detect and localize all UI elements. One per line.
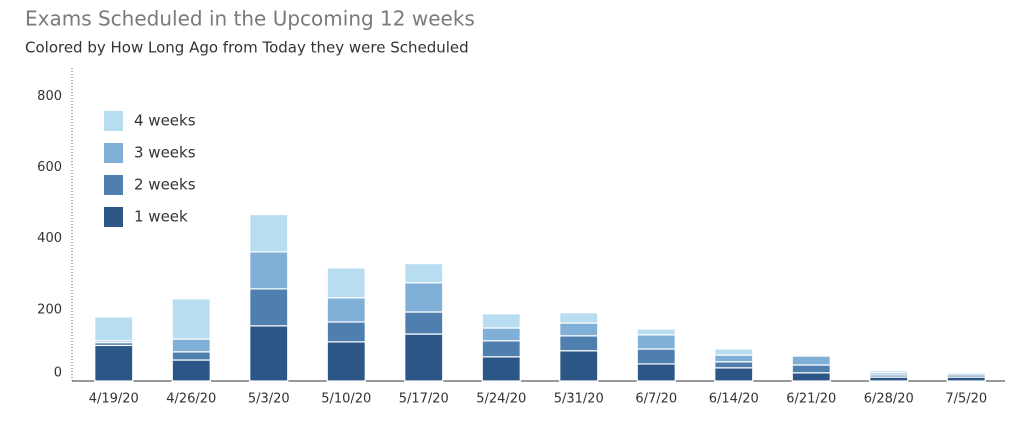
bar-segment bbox=[636, 348, 676, 365]
x-tick-label: 6/14/20 bbox=[709, 392, 759, 407]
x-tick-label: 6/28/20 bbox=[864, 392, 914, 407]
x-tick-label: 7/5/20 bbox=[945, 392, 987, 407]
bar-segment bbox=[326, 341, 366, 382]
bar-segment bbox=[559, 322, 599, 337]
bar-segment bbox=[326, 321, 366, 343]
legend-label: 4 weeks bbox=[134, 112, 196, 130]
bar-segment bbox=[94, 316, 134, 342]
x-tick-label: 5/10/20 bbox=[321, 392, 371, 407]
bar-segment bbox=[404, 333, 444, 382]
bar-segment bbox=[714, 348, 754, 356]
bar-segment bbox=[481, 327, 521, 342]
bar-segment bbox=[326, 267, 366, 299]
bar-segment bbox=[171, 351, 211, 361]
legend-label: 2 weeks bbox=[134, 176, 196, 194]
y-tick-label: 200 bbox=[37, 302, 62, 317]
bar-segment bbox=[714, 354, 754, 363]
x-tick-label: 4/19/20 bbox=[89, 392, 139, 407]
bar-segment bbox=[636, 334, 676, 350]
bar-segment bbox=[791, 355, 831, 366]
bar-segment bbox=[171, 359, 211, 382]
x-tick-label: 5/3/20 bbox=[248, 392, 290, 407]
bar-segment bbox=[404, 282, 444, 313]
bar-segment bbox=[481, 313, 521, 329]
x-tick-label: 6/7/20 bbox=[635, 392, 677, 407]
bar-segment bbox=[714, 367, 754, 382]
bar-segment bbox=[94, 344, 134, 382]
bar-segment bbox=[791, 372, 831, 382]
bar-segment bbox=[559, 312, 599, 324]
bar-segment bbox=[636, 363, 676, 382]
bar-segment bbox=[326, 297, 366, 323]
chart-title: Exams Scheduled in the Upcoming 12 weeks bbox=[25, 7, 475, 31]
bar-segment bbox=[404, 311, 444, 335]
bar-segment bbox=[636, 328, 676, 336]
bar-segment bbox=[249, 251, 289, 290]
x-tick-label: 6/21/20 bbox=[786, 392, 836, 407]
bar-segment bbox=[171, 338, 211, 353]
bar-segment bbox=[171, 298, 211, 340]
bar-segment bbox=[869, 370, 909, 374]
y-tick-label: 0 bbox=[54, 366, 62, 381]
bar-segment bbox=[559, 350, 599, 382]
x-tick-label: 5/31/20 bbox=[554, 392, 604, 407]
y-tick-label: 400 bbox=[37, 231, 62, 246]
chart-subtitle: Colored by How Long Ago from Today they … bbox=[25, 39, 469, 57]
bar-segment bbox=[559, 335, 599, 352]
x-tick-label: 5/17/20 bbox=[399, 392, 449, 407]
bar-segment bbox=[249, 288, 289, 327]
bar-segment bbox=[714, 361, 754, 369]
legend-swatch bbox=[104, 143, 123, 163]
bar-segment bbox=[481, 340, 521, 358]
y-tick-label: 600 bbox=[37, 160, 62, 175]
bar-segment bbox=[791, 364, 831, 374]
bar-segment bbox=[249, 325, 289, 382]
bar-segment bbox=[249, 213, 289, 253]
legend-swatch bbox=[104, 207, 123, 227]
legend-label: 3 weeks bbox=[134, 144, 196, 162]
legend-label: 1 week bbox=[134, 208, 188, 226]
legend-swatch bbox=[104, 111, 123, 131]
bar-segment bbox=[946, 371, 986, 374]
y-tick-label: 800 bbox=[37, 89, 62, 104]
x-tick-label: 4/26/20 bbox=[166, 392, 216, 407]
legend-swatch bbox=[104, 175, 123, 195]
x-tick-label: 5/24/20 bbox=[476, 392, 526, 407]
bar-segment bbox=[481, 356, 521, 382]
bar-segment bbox=[404, 263, 444, 284]
